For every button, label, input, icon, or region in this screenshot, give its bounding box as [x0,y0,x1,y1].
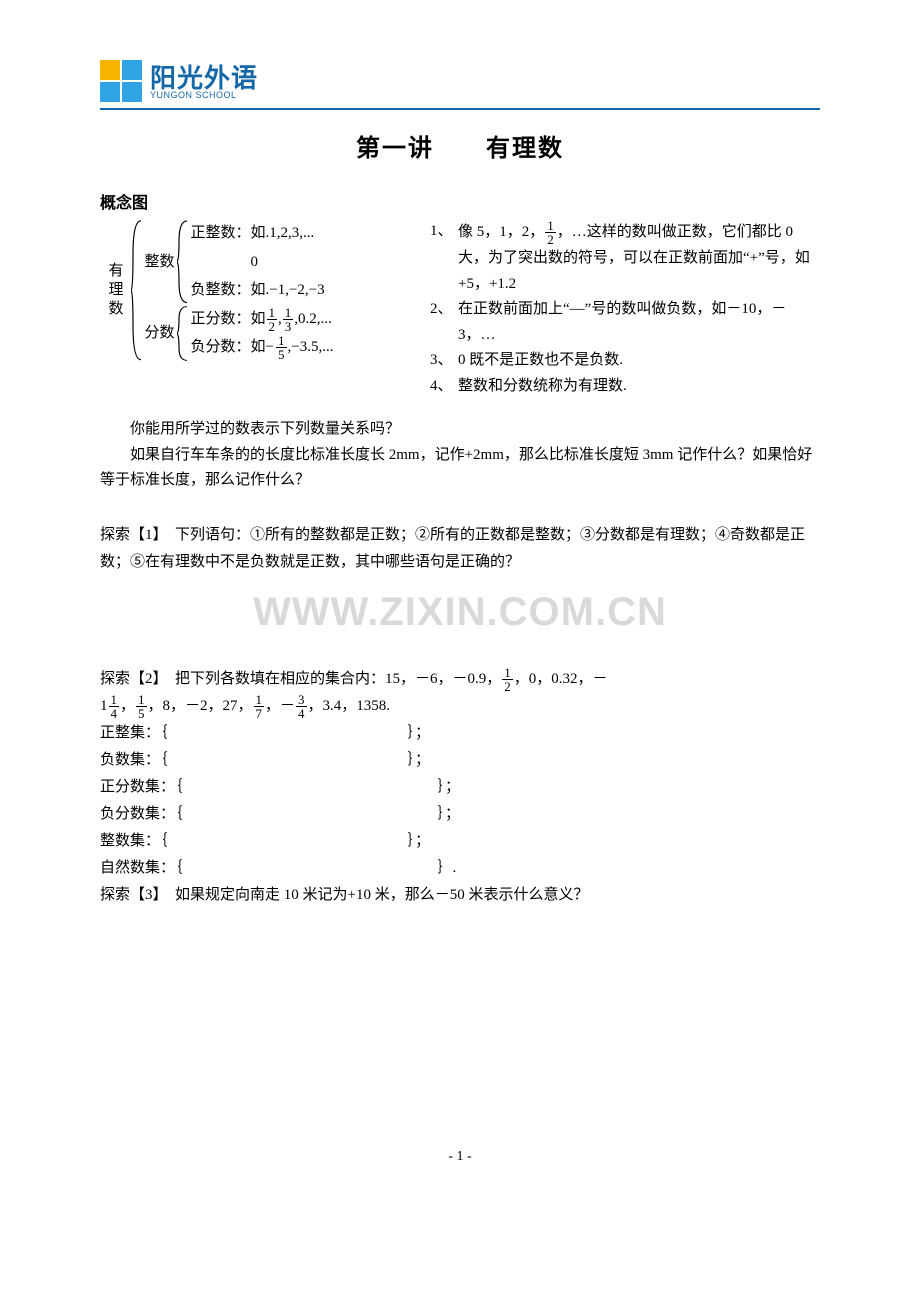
set-line: 负数集：｛ ｝； [100,747,820,774]
explore-3: 探索【3】 如果规定向南走 10 米记为+10 米，那么－50 米表示什么意义？ [100,882,820,909]
explore-1: 探索【1】 下列语句：①所有的整数都是正数；②所有的正数都是整数；③分数都是有理… [100,522,820,576]
tree-line: 正整数：如.1,2,3,... [191,219,410,248]
page-number: - 1 - [100,1149,820,1165]
set-line: 负分数集：｛ ｝； [100,801,820,828]
note-text: 整数和分数统称为有理数. [458,374,820,400]
watermark: WWW.ZIXIN.COM.CN [253,590,667,635]
concept-notes: 1、 像 5，1，2，12，…这样的数叫做正数，它们都比 0 大，为了突出数的符… [430,219,820,399]
explore2-lead-b: ，0，0.32，－ [514,671,608,687]
set-line: 整数集：｛ ｝； [100,828,820,855]
brace-fraction-icon [177,305,189,362]
explore2-line2: 114，15，8，－2，27，17，－34，3.4，1358. [100,698,390,714]
section-concept-label: 概念图 [100,189,820,213]
body-p1: 你能用所学过的数表示下列数量关系吗？ [100,417,820,443]
explore-2: 探索【2】 把下列各数填在相应的集合内：15，－6，－0.9，12，0，0.32… [100,666,820,909]
brace-integer-icon [177,219,189,305]
tree-line: 正分数：如12,13,0.2,... [191,305,410,334]
brace-outer-icon [131,219,143,362]
page-title: 第一讲 有理数 [100,128,820,163]
tree-line: 负整数：如.−1,−2,−3 [191,276,410,305]
logo: 阳光外语 YUNGON SCHOOL [100,60,820,104]
note-text: 在正数前面加上“—”号的数叫做负数，如－10，－ 3，… [458,297,820,348]
note-num: 3、 [430,348,458,374]
body-p2: 如果自行车车条的的长度比标准长度长 2mm，记作+2mm，那么比标准长度短 3m… [100,443,820,494]
logo-text: 阳光外语 YUNGON SCHOOL [150,65,258,100]
tree-line: 负分数：如−15,−3.5,... [191,333,410,362]
set-lines: 正整集：｛ ｝； 负数集：｛ ｝； 正分数集：｛ ｝； 负分数集：｛ ｝； 整数… [100,720,820,882]
body-paragraphs: 你能用所学过的数表示下列数量关系吗？ 如果自行车车条的的长度比标准长度长 2mm… [100,417,820,494]
logo-en: YUNGON SCHOOL [150,91,258,100]
set-line: 正整集：｛ ｝； [100,720,820,747]
tree-root-label: 有理数 [100,262,129,319]
header-rule [100,108,820,110]
logo-mark [100,60,144,104]
tree-line: 0 [191,248,410,277]
note-text: 0 既不是正数也不是负数. [458,348,820,374]
explore2-lead-a: 探索【2】 把下列各数填在相应的集合内：15，－6，－0.9， [100,671,501,687]
set-line: 自然数集：｛ ｝. [100,855,820,882]
note-num: 4、 [430,374,458,400]
branch-integer-label: 整数 [143,248,177,277]
set-line: 正分数集：｛ ｝； [100,774,820,801]
note-text: 像 5，1，2，12，…这样的数叫做正数，它们都比 0 大，为了突出数的符号，可… [458,219,820,297]
logo-cn: 阳光外语 [150,65,258,91]
branch-fraction-label: 分数 [143,319,177,348]
note-num: 1、 [430,219,458,297]
concept-tree: 有理数 整数 正整数：如.1,2,3,... 0 负整数：如.−1,−2,−3 [100,219,410,362]
note-num: 2、 [430,297,458,348]
